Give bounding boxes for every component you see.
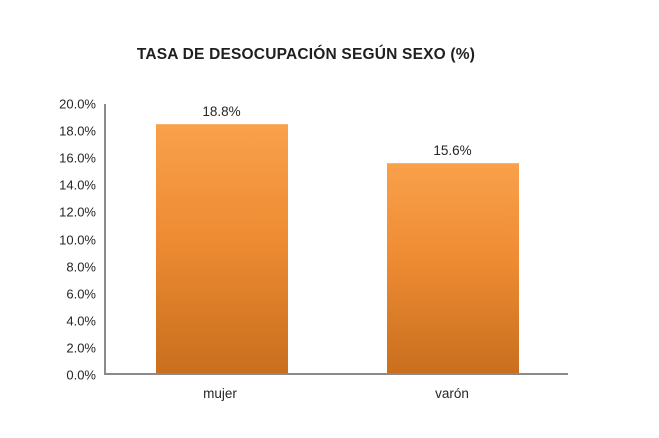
- bar-value-label-mujer: 18.8%: [202, 104, 241, 119]
- bar-group-mujer: 18.8%: [106, 104, 337, 373]
- y-axis-tick-label: 6.0%: [66, 286, 96, 302]
- x-axis-label-mujer: mujer: [203, 386, 237, 401]
- plot-area: 18.8% 15.6%: [104, 104, 568, 375]
- y-axis-tick-label: 18.0%: [59, 123, 96, 139]
- bar-group-varon: 15.6%: [337, 104, 568, 373]
- y-axis-tick-label: 14.0%: [59, 177, 96, 193]
- bar-mujer: [155, 124, 288, 373]
- bar-varon: [386, 163, 519, 373]
- x-axis-label-varon: varón: [435, 386, 469, 401]
- y-axis-tick-label: 0.0%: [66, 367, 96, 383]
- chart-title: TASA DE DESOCUPACIÓN SEGÚN SEXO (%): [136, 46, 476, 63]
- y-axis-tick-labels: 0.0% 2.0% 4.0% 6.0% 8.0% 10.0% 12.0% 14.0% 16.0%…: [0, 97, 96, 383]
- y-axis-tick-label: 4.0%: [66, 313, 96, 329]
- y-axis-tick-label: 2.0%: [66, 340, 96, 356]
- y-axis-tick-label: 8.0%: [66, 259, 96, 275]
- y-axis-tick-label: 20.0%: [59, 96, 96, 112]
- bar-value-label-varon: 15.6%: [433, 143, 472, 159]
- y-axis-tick-label: 16.0%: [59, 150, 96, 166]
- y-axis-tick-label: 10.0%: [59, 232, 96, 247]
- x-axis-labels: mujer varón: [104, 386, 568, 401]
- y-axis-tick-label: 12.0%: [59, 204, 96, 220]
